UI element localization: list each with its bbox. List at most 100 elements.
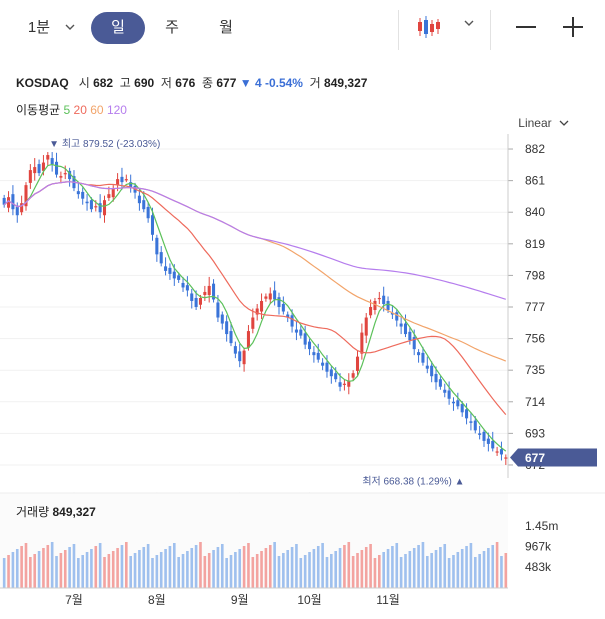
candle-body (185, 285, 189, 291)
volume-bar (234, 552, 237, 588)
volume-bar (90, 549, 93, 588)
volume-bar (404, 554, 407, 588)
candle-body (46, 155, 50, 160)
candle-body (172, 271, 176, 279)
candle-body (212, 283, 216, 300)
candle-body (238, 351, 242, 362)
volume-bar (177, 557, 180, 588)
candle-body (408, 331, 412, 341)
volume-bar (125, 542, 128, 588)
volume-bar (120, 545, 124, 588)
volume-bar (107, 554, 111, 588)
candle-body (76, 191, 80, 195)
candle-body (229, 331, 233, 344)
plus-icon[interactable] (563, 17, 583, 37)
volume-bar (50, 542, 54, 588)
ma5-label: 5 (63, 103, 71, 117)
volume-bar (286, 550, 290, 588)
candle-body (469, 421, 473, 423)
candle-body (246, 331, 250, 348)
volume-bar (11, 552, 15, 588)
ma120-label: 120 (106, 103, 127, 117)
y-tick-label: 714 (525, 395, 545, 409)
volume-bar (247, 543, 250, 588)
candle-body (286, 314, 290, 318)
volume-bar (369, 544, 372, 588)
low-label: 저 (160, 76, 172, 90)
volume-bar (491, 545, 495, 588)
volume-bar (465, 546, 468, 588)
volume-bar (212, 550, 215, 588)
candle-body (94, 206, 98, 208)
volume-bar (190, 548, 194, 588)
tab-month[interactable]: 월 (219, 19, 233, 36)
candle-body (41, 162, 45, 171)
tab-day[interactable]: 일 (91, 12, 145, 44)
candlestick-icon[interactable] (416, 14, 442, 40)
volume-bar (242, 546, 246, 588)
change-value: ▼ 4 -0.54% (239, 76, 303, 90)
volume-bar (356, 553, 359, 588)
volume-bar (129, 556, 132, 588)
candle-body (403, 323, 408, 335)
x-tick-label: 7월 (65, 593, 83, 607)
volume-bar (456, 552, 460, 588)
y-tick-label: 777 (525, 300, 545, 314)
y-tick-label: 735 (525, 363, 545, 377)
volume-bar (325, 557, 329, 588)
candle-body (351, 373, 355, 378)
close-label: 종 (201, 76, 214, 90)
chevron-down-icon[interactable] (65, 22, 75, 34)
candle-body (159, 252, 163, 264)
tab-1min[interactable]: 1분 (27, 19, 51, 36)
volume-bar (186, 551, 189, 588)
candle-body (499, 449, 503, 455)
candle-body (334, 373, 338, 380)
tab-week[interactable]: 주 (165, 19, 179, 36)
volume-bar (399, 557, 403, 588)
chevron-down-icon[interactable] (464, 18, 474, 30)
volume-bar (146, 544, 150, 588)
y-tick-label: 798 (525, 268, 545, 282)
candle-body (491, 440, 495, 449)
volume-bar (255, 554, 259, 588)
candle-body (460, 404, 464, 413)
volume-bar (229, 555, 233, 588)
candle-body (316, 352, 320, 360)
candle-body (329, 369, 333, 377)
volume-value: 849,327 (324, 76, 368, 90)
candle-body (390, 313, 394, 315)
grid (0, 148, 605, 588)
high-value: 690 (134, 76, 155, 90)
volume-bar (15, 549, 19, 588)
candle-body (37, 164, 41, 174)
volume-bar (29, 557, 32, 588)
candle-body (451, 401, 456, 404)
volume-bar (7, 555, 10, 588)
candle-body (360, 332, 364, 354)
close-value: 677 (216, 76, 237, 90)
candle-body (338, 382, 342, 387)
volume-tick-label: 967k (525, 540, 552, 554)
candle-body (207, 285, 211, 295)
volume-bar (312, 549, 316, 588)
x-tick-label: 10월 (297, 593, 321, 607)
volume-title-value: 849,327 (52, 505, 96, 519)
minus-icon[interactable] (516, 26, 536, 28)
volume-bar (443, 544, 447, 588)
volume-bar (251, 557, 255, 588)
candle-body (190, 293, 194, 301)
volume-bar (447, 558, 451, 588)
scale-toggle[interactable]: Linear (518, 116, 569, 130)
ma60-label: 60 (90, 103, 104, 117)
volume-bar (347, 542, 351, 588)
candle-body (456, 400, 460, 407)
candle-body (164, 266, 168, 271)
volume-bar (33, 554, 37, 588)
volume-bar (111, 551, 115, 588)
candle-body (177, 275, 181, 280)
divider (490, 10, 491, 50)
high-label: 고 (119, 76, 131, 90)
volume-tick-label: 483k (525, 560, 552, 574)
